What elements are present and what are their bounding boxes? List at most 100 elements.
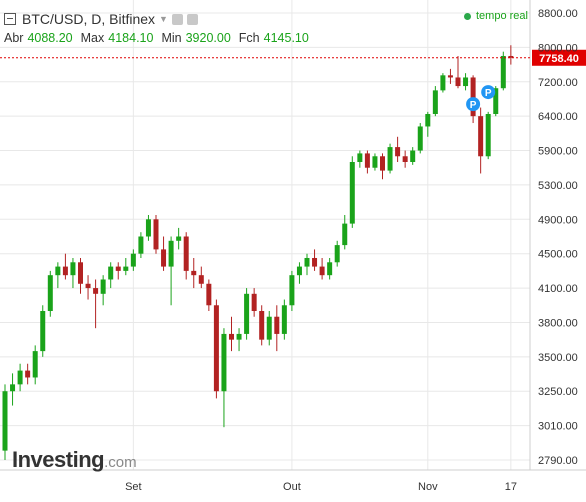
candle-body	[395, 147, 401, 157]
candle-body	[206, 283, 212, 306]
candle-body	[274, 316, 280, 334]
candle-body	[32, 351, 38, 378]
x-tick-label: Out	[283, 481, 301, 493]
close-label: Fch	[238, 31, 260, 45]
candle-body	[508, 55, 514, 58]
candle-body	[349, 162, 355, 224]
candle-body	[25, 370, 31, 378]
candle-body	[478, 116, 484, 157]
candle-body	[500, 55, 506, 89]
candle-body	[447, 75, 453, 78]
candle-body	[123, 266, 129, 271]
candle-body	[357, 153, 363, 162]
y-tick-label: 4100.00	[538, 283, 578, 295]
candle-body	[402, 156, 408, 162]
y-tick-label: 4900.00	[538, 214, 578, 226]
ylabel-layer: 2790.00 3010.00 3250.00 3500.00 3800.00 4100.…	[538, 8, 578, 467]
candle-body	[176, 236, 182, 241]
y-tick-label: 8000.00	[538, 42, 578, 54]
y-tick-label: 2790.00	[538, 455, 578, 467]
candle-body	[78, 262, 83, 284]
candle-body	[161, 249, 167, 267]
candle-body	[55, 266, 61, 276]
candle-body	[319, 266, 325, 276]
candle-body	[455, 77, 461, 87]
candle-body	[213, 305, 219, 392]
candle-body	[266, 316, 272, 340]
candle-body	[236, 333, 242, 340]
y-tick-label: 4500.00	[538, 249, 578, 261]
candle-body	[372, 156, 378, 168]
marker-icon	[481, 85, 496, 100]
candle-body	[10, 384, 16, 392]
candle-body	[229, 333, 234, 340]
candle-body	[432, 90, 438, 115]
candle-body	[425, 114, 431, 127]
collapse-icon[interactable]	[4, 13, 16, 25]
candle-body	[259, 311, 265, 340]
low-label: Min	[161, 31, 182, 45]
open-value: 4088.20	[27, 31, 73, 45]
eye-icon[interactable]	[171, 13, 183, 25]
candle-body	[93, 288, 99, 294]
chart-header: BTC/USD, D, Bitfinex ▼	[4, 8, 198, 30]
candle-body	[168, 240, 174, 267]
candle-body	[145, 219, 151, 237]
y-tick-label: 3250.00	[538, 386, 578, 398]
candle-body	[387, 147, 393, 171]
candle-body	[85, 283, 91, 289]
candle-body	[364, 153, 370, 168]
live-dot-icon	[464, 12, 471, 20]
candle-body	[440, 75, 446, 91]
y-tick-label: 3500.00	[538, 352, 578, 364]
chevron-down-icon[interactable]: ▼	[159, 14, 168, 24]
high-label: Max	[80, 31, 105, 45]
y-tick-label: 3010.00	[538, 421, 578, 433]
low-value: 3920.00	[185, 31, 231, 45]
marker-icon	[466, 97, 481, 112]
candle-body	[70, 262, 76, 276]
candle-body	[40, 311, 46, 352]
last-price-badge	[532, 49, 586, 66]
candle-body	[470, 77, 476, 117]
marker-layer: PP	[466, 85, 496, 112]
candle-body	[221, 333, 227, 392]
y-tick-label: 5300.00	[538, 180, 578, 192]
xlabel-layer: Set Out Nov 17	[125, 481, 517, 493]
logo-name: Investing	[12, 447, 105, 472]
candle-body	[138, 236, 144, 254]
y-tick-label: 7200.00	[538, 77, 578, 89]
candle-body	[191, 270, 197, 276]
candle-body	[115, 266, 121, 271]
price-layer: 7758.40	[0, 49, 586, 66]
candle-body	[281, 305, 287, 334]
live-indicator: tempo real	[464, 10, 528, 22]
candle-body	[334, 245, 340, 263]
candle-body	[289, 275, 295, 306]
x-tick-label: Set	[125, 481, 142, 493]
gear-icon[interactable]	[186, 13, 198, 25]
candle-body	[47, 275, 53, 311]
y-tick-label: 6400.00	[538, 111, 578, 123]
y-tick-label: 3800.00	[538, 317, 578, 329]
last-price-label: 7758.40	[539, 53, 579, 65]
candle-body	[62, 266, 68, 276]
candle-body	[198, 275, 204, 284]
investing-logo: Investing.com	[12, 447, 137, 473]
candle-body	[153, 219, 159, 250]
candle-body	[183, 236, 189, 271]
candle-body	[485, 114, 491, 157]
candle-body	[304, 257, 310, 267]
candle-body	[380, 156, 385, 171]
x-tick-label: Nov	[418, 481, 438, 493]
candle-body	[327, 262, 333, 276]
y-tick-label: 8800.00	[538, 8, 578, 20]
candle-body	[342, 223, 348, 246]
live-label: tempo real	[476, 10, 528, 22]
candle-body	[463, 77, 469, 87]
candle-body	[251, 293, 257, 311]
marker-label: P	[470, 100, 477, 111]
ohlc-legend: Abr 4088.20 Max 4184.10 Min 3920.00 Fch …	[4, 31, 313, 45]
y-tick-label: 5900.00	[538, 146, 578, 158]
